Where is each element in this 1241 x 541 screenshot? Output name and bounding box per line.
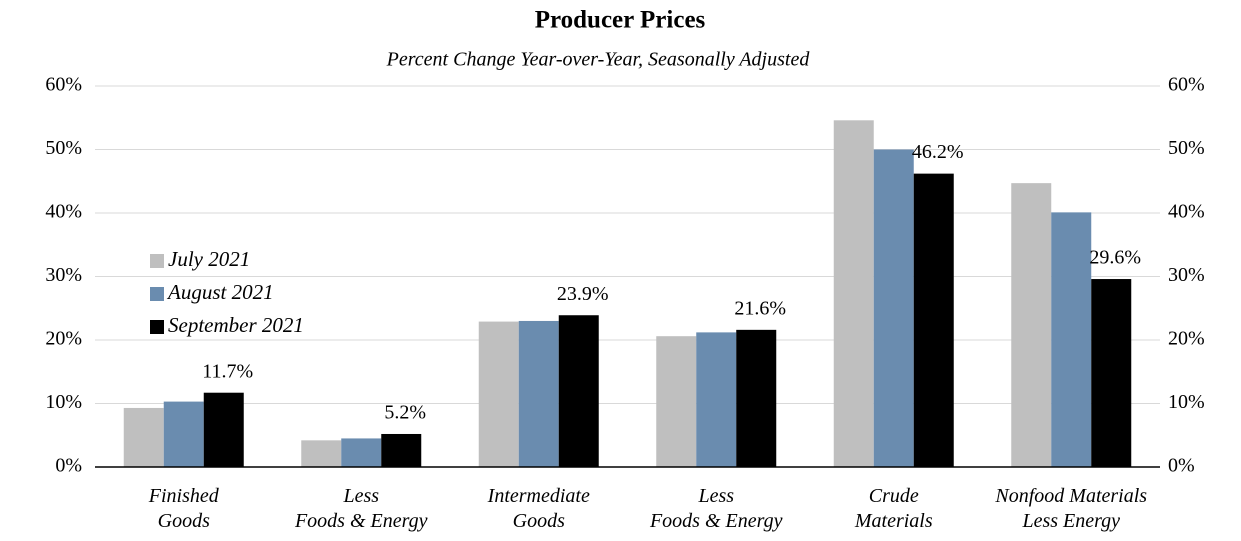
y-tick-label: 40% — [45, 201, 82, 223]
data-label: 21.6% — [734, 297, 786, 319]
bar — [656, 336, 697, 467]
bar — [301, 440, 342, 467]
bar — [696, 332, 737, 467]
bar — [381, 433, 422, 467]
bar — [478, 321, 519, 467]
y-tick-label: 20% — [45, 328, 82, 350]
x-tick-label: Less Foods & Energy — [294, 485, 428, 532]
y-tick-label: 10% — [45, 391, 82, 413]
x-tick-label: Intermediate Goods — [487, 485, 590, 532]
data-label: 5.2% — [384, 402, 426, 424]
chart-title: Producer Prices — [535, 7, 706, 34]
bar — [1051, 212, 1092, 467]
bar — [736, 329, 777, 467]
bar — [873, 149, 914, 467]
bar — [341, 438, 382, 467]
x-tick-label: Finished Goods — [148, 485, 220, 532]
bar — [123, 407, 164, 467]
x-tick-label: Less Foods & Energy — [649, 485, 783, 532]
bar — [913, 173, 954, 467]
data-label: 46.2% — [912, 141, 964, 163]
bar — [833, 120, 874, 467]
x-tick-label: Nonfood Materials Less Energy — [994, 485, 1147, 532]
legend-label: September 2021 — [168, 313, 304, 337]
bar — [1011, 183, 1052, 467]
data-label: 11.7% — [202, 360, 253, 382]
bar — [203, 392, 244, 467]
legend-label: August 2021 — [166, 280, 274, 304]
y2-tick-label: 0% — [1168, 455, 1195, 477]
chart-subtitle: Percent Change Year-over-Year, Seasonall… — [386, 49, 811, 71]
data-label: 29.6% — [1089, 247, 1141, 269]
legend-swatch — [150, 320, 164, 334]
bar — [1091, 279, 1132, 467]
y2-tick-label: 10% — [1168, 391, 1205, 413]
y2-tick-label: 60% — [1168, 74, 1205, 96]
y2-tick-label: 30% — [1168, 264, 1205, 286]
bar — [558, 315, 599, 467]
bar — [518, 320, 559, 467]
y-tick-label: 0% — [55, 455, 82, 477]
legend-swatch — [150, 254, 164, 268]
data-label: 23.9% — [557, 283, 609, 305]
x-tick-label: Crude Materials — [854, 485, 933, 532]
y2-tick-label: 20% — [1168, 328, 1205, 350]
y2-tick-label: 40% — [1168, 201, 1205, 223]
legend-swatch — [150, 287, 164, 301]
y-tick-label: 60% — [45, 74, 82, 96]
bar — [163, 401, 204, 467]
y-tick-label: 30% — [45, 264, 82, 286]
y2-tick-label: 50% — [1168, 137, 1205, 159]
legend-label: July 2021 — [168, 247, 250, 271]
y-tick-label: 50% — [45, 137, 82, 159]
